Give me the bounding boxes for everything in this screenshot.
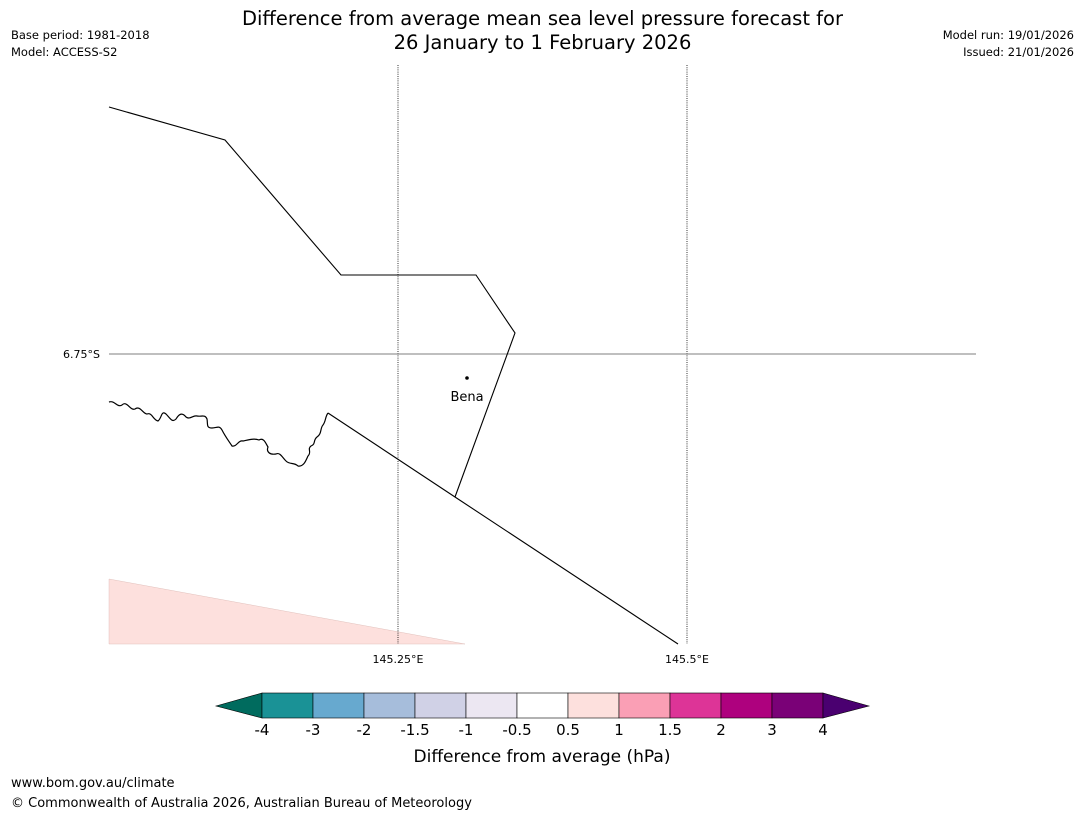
model-text: Model: ACCESS-S2 bbox=[11, 45, 118, 59]
colorbar-bin bbox=[771, 692, 824, 719]
title-line-1: Difference from average mean sea level p… bbox=[242, 7, 843, 30]
colorbar-bin bbox=[516, 692, 569, 719]
longitude-label-145-5e: 145.5°E bbox=[665, 653, 709, 666]
pressure-anomaly-shading bbox=[108, 578, 466, 645]
base-period-text: Base period: 1981-2018 bbox=[11, 28, 150, 42]
colorbar-high-extend bbox=[822, 692, 871, 719]
bena-town-marker bbox=[465, 376, 469, 380]
colorbar-tick-label: 1 bbox=[614, 721, 624, 739]
colorbar-tick-label: 2 bbox=[716, 721, 726, 739]
footer-url: www.bom.gov.au/climate bbox=[11, 776, 175, 791]
colorbar-bin bbox=[720, 692, 773, 719]
colorbar-bin bbox=[414, 692, 467, 719]
map-panel: Bena 6.75°S 145.25°E 145.5°E bbox=[63, 65, 976, 666]
colorbar-bin bbox=[567, 692, 620, 719]
colorbar-bin bbox=[465, 692, 518, 719]
colorbar-tick-label: 0.5 bbox=[556, 721, 580, 739]
metadata-left: Base period: 1981-2018 Model: ACCESS-S2 bbox=[11, 27, 150, 61]
province-boundary-north bbox=[108, 106, 516, 498]
colorbar-bin bbox=[363, 692, 416, 719]
colorbar-tick-label: -0.5 bbox=[502, 721, 531, 739]
bena-town-label: Bena bbox=[450, 390, 483, 405]
colorbar-bin bbox=[312, 692, 365, 719]
footer-copyright: © Commonwealth of Australia 2026, Austra… bbox=[11, 796, 472, 811]
latitude-label-6-75s: 6.75°S bbox=[63, 348, 100, 361]
colorbar-tick-label: 1.5 bbox=[658, 721, 682, 739]
colorbar-low-extend bbox=[214, 692, 263, 719]
colorbar-tick-label: 4 bbox=[818, 721, 828, 739]
province-boundary-south bbox=[327, 412, 679, 645]
colorbar-tick-label: -3 bbox=[306, 721, 321, 739]
model-run-text: Model run: 19/01/2026 bbox=[942, 28, 1074, 42]
colorbar-title: Difference from average (hPa) bbox=[414, 747, 671, 767]
metadata-right: Model run: 19/01/2026 Issued: 21/01/2026 bbox=[943, 27, 1074, 61]
map-title: Difference from average mean sea level p… bbox=[0, 7, 1085, 55]
colorbar-tick-labels: -4 -3 -2 -1.5 -1 -0.5 0.5 1 1.5 2 3 4 bbox=[255, 721, 828, 739]
longitude-label-145-25e: 145.25°E bbox=[373, 653, 424, 666]
colorbar-tick-label: 3 bbox=[767, 721, 777, 739]
colorbar-tick-label: -1.5 bbox=[400, 721, 429, 739]
colorbar-tick-label: -1 bbox=[459, 721, 474, 739]
colorbar-tick-label: -4 bbox=[255, 721, 270, 739]
colorbar-bin bbox=[618, 692, 671, 719]
colorbar-bin bbox=[669, 692, 722, 719]
issued-text: Issued: 21/01/2026 bbox=[963, 45, 1074, 59]
colorbar-tick-label: -2 bbox=[357, 721, 372, 739]
colorbar-bins bbox=[261, 692, 824, 719]
footer: www.bom.gov.au/climate © Commonwealth of… bbox=[11, 774, 472, 814]
title-line-2: 26 January to 1 February 2026 bbox=[393, 31, 692, 54]
river-boundary bbox=[108, 401, 329, 467]
colorbar-bin bbox=[261, 692, 314, 719]
